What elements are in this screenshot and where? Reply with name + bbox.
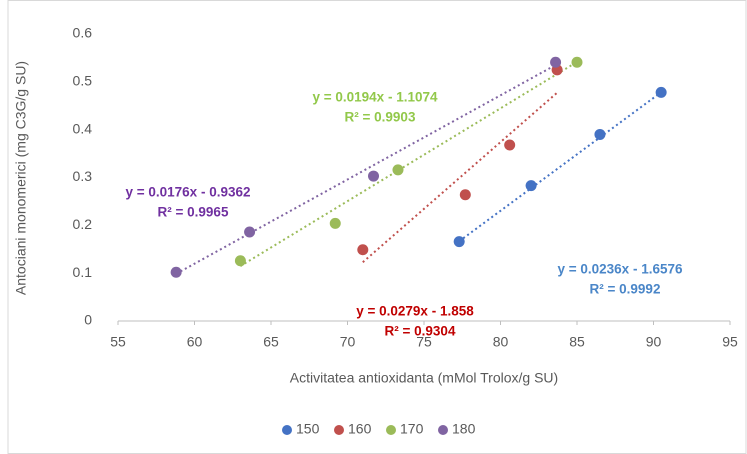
trendline-r2: R² = 0.9903: [345, 110, 416, 125]
y-tick-label: 0.2: [73, 216, 93, 232]
point: [357, 244, 369, 256]
point: [571, 56, 583, 68]
point: [244, 226, 256, 238]
y-tick-label: 0.3: [73, 168, 93, 184]
legend-marker: [334, 425, 344, 435]
x-tick-label: 80: [493, 334, 509, 350]
x-tick-label: 95: [722, 334, 738, 350]
point: [170, 266, 182, 278]
point: [594, 128, 606, 140]
point: [329, 217, 341, 229]
point: [504, 139, 516, 151]
trendline-r2: R² = 0.9304: [385, 324, 456, 339]
x-tick-label: 60: [187, 334, 203, 350]
legend-marker: [438, 425, 448, 435]
y-tick-label: 0.6: [73, 25, 93, 41]
point: [234, 255, 246, 267]
point: [453, 236, 465, 248]
trendline-equation: y = 0.0279x - 1.858: [356, 304, 474, 319]
point: [525, 180, 537, 192]
point: [392, 164, 404, 176]
y-tick-label: 0.4: [73, 120, 93, 136]
legend-label: 160: [348, 421, 372, 437]
point: [655, 86, 667, 98]
trendline: [239, 61, 578, 267]
x-tick-label: 90: [646, 334, 662, 350]
legend-marker: [386, 425, 396, 435]
y-tick-label: 0.5: [73, 73, 93, 89]
y-tick-label: 0.1: [73, 264, 93, 280]
y-tick-label: 0: [84, 312, 92, 328]
y-axis-title: Antociani monomerici (mg C3G/g SU): [13, 61, 29, 295]
x-tick-label: 55: [110, 334, 126, 350]
x-tick-label: 85: [569, 334, 585, 350]
point: [459, 189, 471, 201]
x-tick-label: 70: [340, 334, 356, 350]
legend-label: 180: [452, 421, 476, 437]
trendline-r2: R² = 0.9992: [590, 282, 661, 297]
legend-label: 170: [400, 421, 424, 437]
trendline: [458, 91, 662, 243]
trendline: [175, 64, 557, 275]
trendline-r2: R² = 0.9965: [158, 205, 229, 220]
trendline-equation: y = 0.0236x - 1.6576: [558, 262, 683, 277]
point: [550, 56, 562, 68]
trendline-equation: y = 0.0194x - 1.1074: [313, 90, 438, 105]
legend-label: 150: [296, 421, 320, 437]
legend-marker: [282, 425, 292, 435]
point: [368, 170, 380, 182]
x-tick-label: 65: [263, 334, 279, 350]
x-axis-title: Activitatea antioxidanta (mMol Trolox/g …: [290, 370, 558, 386]
x-tick-label: 75: [416, 334, 432, 350]
trendline-equation: y = 0.0176x - 0.9362: [126, 185, 251, 200]
